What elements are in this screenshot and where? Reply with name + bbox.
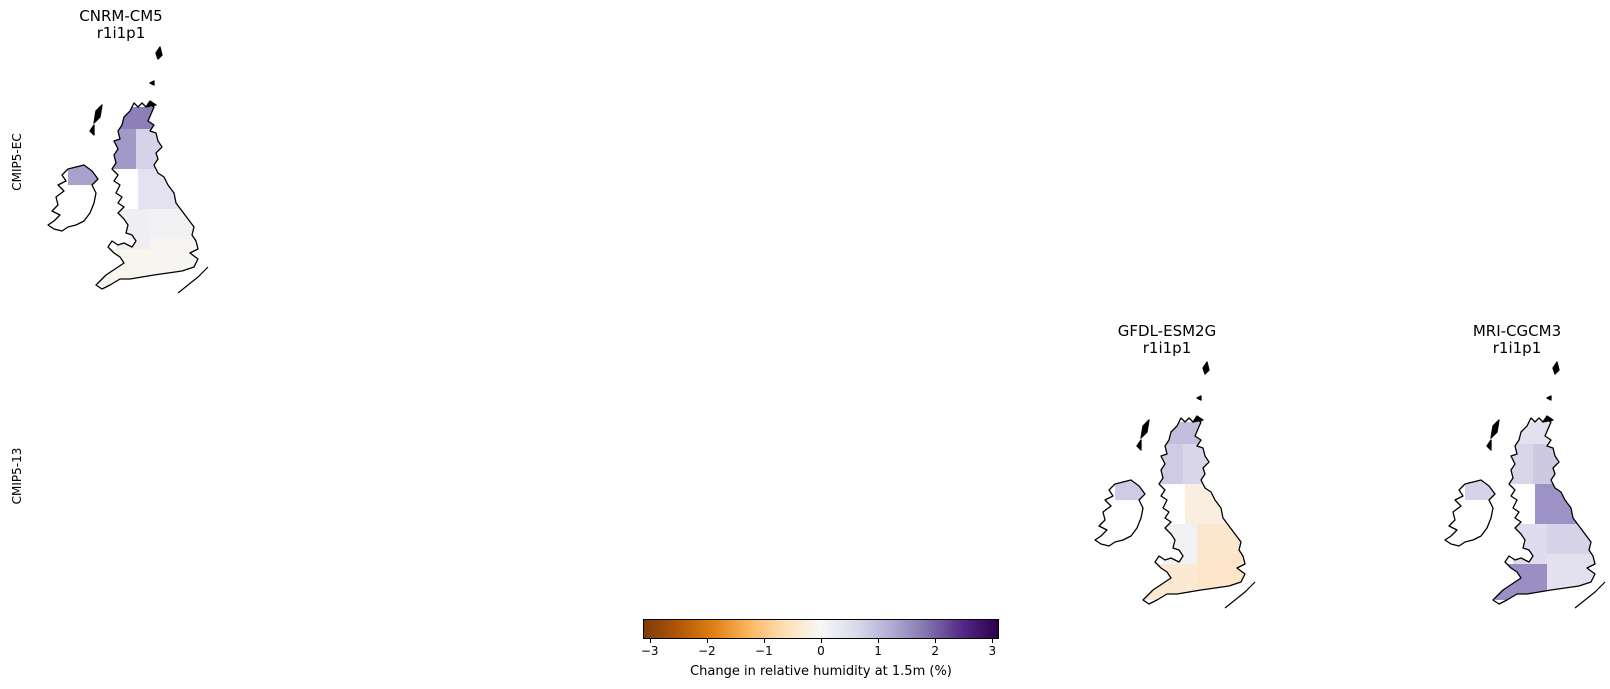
great-britain-coastline: [95, 102, 199, 290]
colorbar-gradient: [643, 619, 999, 639]
cell-midlands: [1197, 524, 1245, 554]
ireland-coastline: [47, 164, 99, 232]
colorbar-tick-label: 3: [988, 644, 997, 658]
island-outline: [145, 100, 157, 108]
model-name: GFDL-ESM2G: [1117, 322, 1217, 340]
panel-title-cnrm-cm5: CNRM-CM5 r1i1p1: [11, 8, 231, 42]
cell-wales: [1163, 524, 1197, 564]
island-outline: [1140, 419, 1150, 439]
cell-midlands: [1547, 524, 1595, 554]
member-name: r1i1p1: [1492, 339, 1542, 357]
cell-midlands: [150, 209, 198, 239]
colorbar-tick-mark: [821, 639, 822, 643]
panel-title-gfdl-esm2g: GFDL-ESM2G r1i1p1: [1057, 323, 1277, 357]
colorbar-tick-mark: [763, 639, 765, 643]
great-britain-coastline: [1142, 417, 1246, 605]
island-outline: [1490, 419, 1500, 439]
island-outline: [155, 46, 163, 60]
colorbar-tick-label: −1: [755, 644, 773, 658]
uk-map-cnrm-cm5: [47, 46, 209, 294]
model-name: MRI-CGCM3: [1472, 322, 1562, 340]
row-label-cmip5-ec: CMIP5-EC: [10, 133, 24, 191]
island-outline: [1136, 439, 1142, 451]
cell-wales: [116, 209, 150, 249]
cell-wales: [1513, 524, 1547, 564]
model-name: CNRM-CM5: [79, 7, 163, 25]
great-britain-coastline: [1492, 417, 1596, 605]
uk-map-mri-cgcm3: [1444, 361, 1606, 609]
colorbar-tick-mark: [992, 639, 994, 643]
colorbar-tick-label: 0: [817, 644, 825, 658]
ireland-coastline: [1444, 479, 1496, 547]
island-outline: [93, 104, 103, 124]
row-label-cmip5-13: CMIP5-13: [10, 447, 24, 505]
member-name: r1i1p1: [1142, 339, 1192, 357]
cell-south-england: [150, 239, 198, 275]
colorbar-label: Change in relative humidity at 1.5m (%): [690, 664, 952, 679]
island-outline: [1202, 361, 1210, 375]
island-outline: [1552, 361, 1560, 375]
uk-map-gfdl-esm2g: [1094, 361, 1256, 609]
france-coastline: [1224, 581, 1256, 609]
panel-title-mri-cgcm3: MRI-CGCM3 r1i1p1: [1407, 323, 1610, 357]
colorbar-tick-mark: [878, 639, 880, 643]
colorbar-tick-label: 1: [874, 644, 882, 658]
colorbar-tick-label: −2: [697, 644, 716, 658]
colorbar-tick-label: 2: [931, 644, 939, 658]
colorbar-tick-mark: [649, 639, 651, 643]
colorbar-tick-label: −3: [640, 644, 659, 658]
island-outline: [1546, 395, 1552, 401]
ireland-coastline: [1094, 479, 1146, 547]
colorbar-tick-mark: [935, 639, 937, 643]
island-outline: [149, 80, 155, 86]
island-outline: [1192, 415, 1204, 423]
island-outline: [1196, 395, 1202, 401]
member-name: r1i1p1: [96, 24, 146, 42]
cell-south-england: [1547, 554, 1595, 590]
island-outline: [1542, 415, 1554, 423]
cell-south-england: [1197, 554, 1245, 590]
france-coastline: [1574, 581, 1606, 609]
island-outline: [89, 124, 95, 136]
colorbar-tick-mark: [706, 639, 708, 643]
france-coastline: [177, 266, 209, 294]
island-outline: [1486, 439, 1492, 451]
